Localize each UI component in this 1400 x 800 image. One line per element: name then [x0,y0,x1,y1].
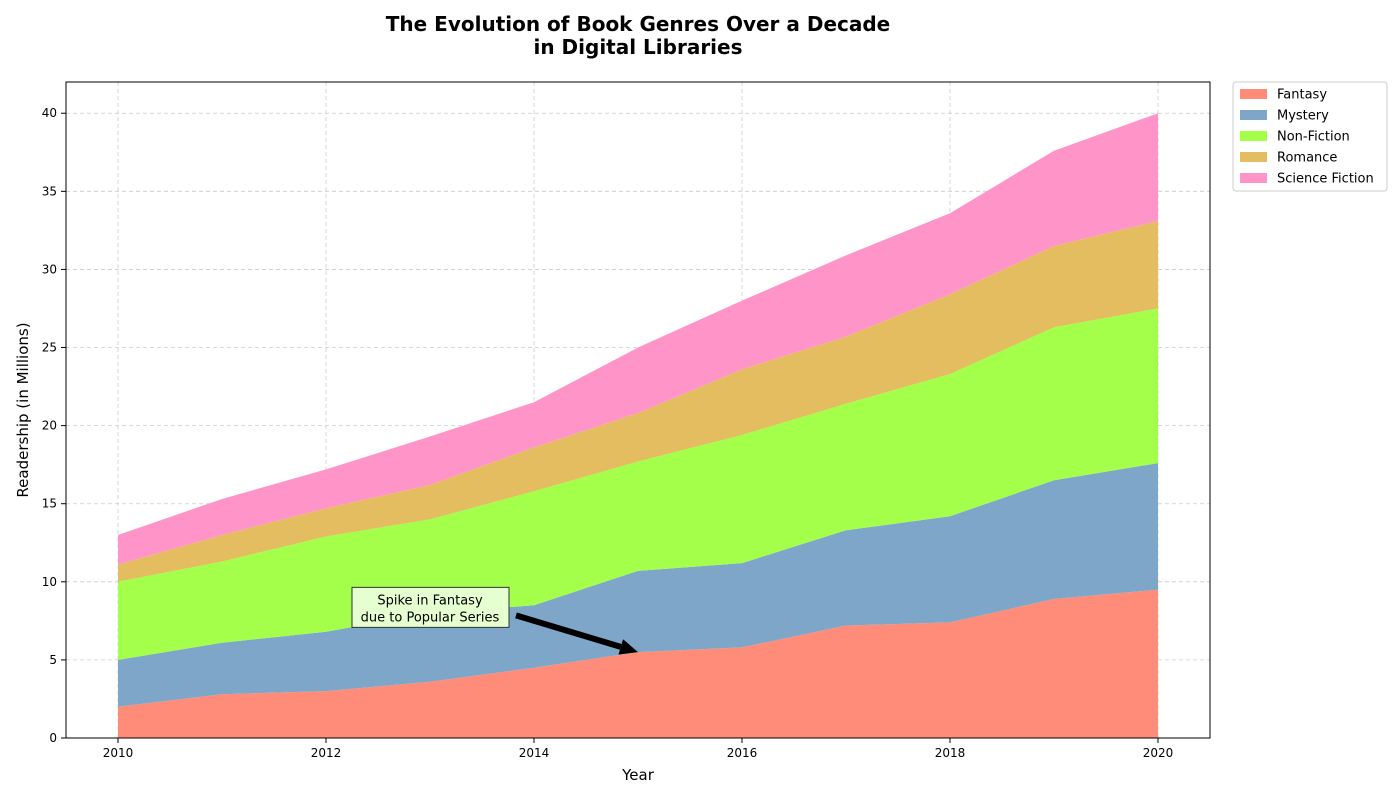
x-axis-ticks: 2010 2012 2014 2016 2018 2020 [103,738,1174,760]
chart-title-line-1: The Evolution of Book Genres Over a Deca… [386,12,891,36]
annotation: Spike in Fantasy due to Popular Series [351,586,638,655]
area-science-fiction [118,113,1158,565]
area-non-fiction [118,308,1158,660]
annotation-arrow-head [618,639,638,655]
y-tick-label: 40 [42,106,57,120]
y-tick-label: 25 [42,341,57,355]
annotation-arrow [515,612,622,650]
legend-swatch-science-fiction [1240,173,1267,183]
x-tick-label: 2014 [519,746,550,760]
x-tick-label: 2020 [1143,746,1174,760]
area-layers [118,113,1158,738]
chart-title-line-2: in Digital Libraries [533,35,742,59]
legend-label-science-fiction: Science Fiction [1277,172,1374,187]
legend-label-fantasy: Fantasy [1277,88,1327,103]
plot-frame [65,81,1211,739]
legend-swatch-non-fiction [1240,131,1267,141]
y-tick-label: 10 [42,575,57,589]
y-tick-label: 5 [49,653,57,667]
legend: Fantasy Mystery Non-Fiction Romance Science … [1232,81,1388,192]
area-romance [118,221,1158,582]
legend-label-mystery: Mystery [1277,109,1329,124]
annotation-box [351,586,510,628]
x-tick-label: 2016 [727,746,758,760]
y-axis-label: Readership (in Millions) [14,322,32,497]
legend-label-non-fiction: Non-Fiction [1277,130,1350,145]
legend-swatch-mystery [1240,110,1267,120]
area-fantasy [118,589,1158,738]
annotation-text-line-1: Spike in Fantasy [377,593,483,608]
y-tick-label: 15 [42,497,57,511]
legend-swatch-romance [1240,152,1267,162]
x-tick-label: 2018 [935,746,966,760]
legend-swatch-fantasy [1240,89,1267,99]
y-tick-label: 35 [42,184,57,198]
y-tick-label: 30 [42,262,57,276]
x-tick-label: 2012 [311,746,342,760]
y-axis-ticks: 0 5 10 15 20 25 30 35 40 [42,106,66,745]
y-tick-label: 20 [42,419,57,433]
area-mystery [118,463,1158,707]
x-tick-label: 2010 [103,746,134,760]
y-tick-label: 0 [49,731,57,745]
annotation-text-line-2: due to Popular Series [361,610,500,625]
legend-label-romance: Romance [1277,151,1337,166]
legend-frame [1232,81,1388,192]
x-axis-label: Year [621,766,655,784]
